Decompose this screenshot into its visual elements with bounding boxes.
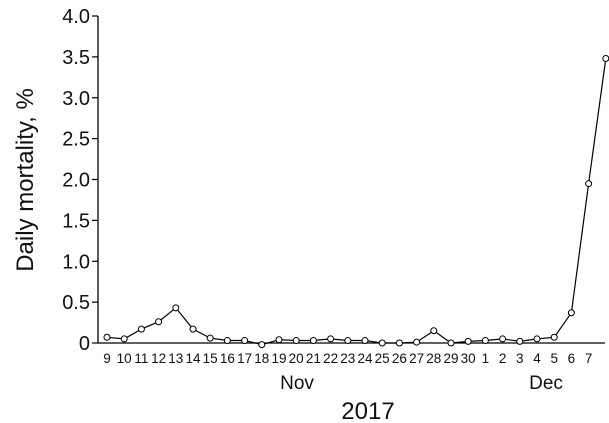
x-tick-label: 12 xyxy=(151,351,166,366)
data-point xyxy=(464,337,472,345)
y-tick-label: 0.5 xyxy=(62,292,90,314)
data-point xyxy=(206,334,214,342)
month-label-nov: Nov xyxy=(280,373,314,394)
y-ticks: 0 0.5 1.0 1.5 2.0 2.5 3.0 3.5 4.0 xyxy=(62,6,98,355)
data-point xyxy=(241,337,249,345)
data-point xyxy=(550,333,558,341)
x-tick-label: 25 xyxy=(375,351,390,366)
data-point xyxy=(602,55,609,63)
y-tick-label: 2.0 xyxy=(62,170,90,192)
data-point xyxy=(413,338,421,346)
x-tick-label: 24 xyxy=(357,351,373,366)
y-tick-label: 4.0 xyxy=(62,6,90,28)
data-point xyxy=(516,337,524,345)
y-axis-label: Daily mortality, % xyxy=(12,88,39,272)
x-tick-label: 4 xyxy=(533,351,541,366)
x-tick-label: 30 xyxy=(461,351,476,366)
x-tick-label: 21 xyxy=(306,351,321,366)
data-point xyxy=(585,180,593,188)
data-point xyxy=(499,335,507,343)
data-point xyxy=(223,337,231,345)
y-tick-label: 1.5 xyxy=(62,210,90,232)
data-point xyxy=(275,336,283,344)
data-point xyxy=(120,335,128,343)
data-point xyxy=(361,337,369,345)
x-tick-label: 9 xyxy=(103,351,111,366)
y-tick-label: 1.0 xyxy=(62,251,90,273)
x-tick-label: 29 xyxy=(443,351,458,366)
x-tick-label: 2 xyxy=(499,351,507,366)
data-point xyxy=(344,337,352,345)
x-tick-label: 6 xyxy=(568,351,576,366)
x-tick-label: 11 xyxy=(134,351,148,366)
axes xyxy=(97,16,605,344)
data-point xyxy=(430,327,438,335)
x-tick-label: 10 xyxy=(117,351,132,366)
x-axis-label: 2017 xyxy=(341,398,394,423)
x-tick-label: 22 xyxy=(323,351,338,366)
y-tick-label: 0 xyxy=(79,333,90,355)
series xyxy=(103,55,609,349)
x-tick-label: 15 xyxy=(203,351,218,366)
x-tick-label: 20 xyxy=(289,351,304,366)
x-tick-label: 16 xyxy=(220,351,235,366)
x-tick-label: 18 xyxy=(254,351,269,366)
data-point xyxy=(327,335,335,343)
data-point xyxy=(395,339,403,347)
x-tick-label: 13 xyxy=(168,351,183,366)
data-point xyxy=(533,335,541,343)
x-tick-label: 28 xyxy=(426,351,441,366)
data-point xyxy=(378,339,386,347)
x-ticks: 9 10 11 12 13 14 15 16 17 18 19 20 21 22 23 24 25 26 27 28 2… xyxy=(103,351,592,366)
x-tick-label: 23 xyxy=(340,351,355,366)
data-point xyxy=(447,339,455,347)
y-tick-label: 3.0 xyxy=(62,88,90,110)
data-point xyxy=(155,318,163,326)
x-tick-label: 17 xyxy=(237,351,252,366)
y-tick-label: 3.5 xyxy=(62,47,90,69)
x-tick-label: 7 xyxy=(585,351,593,366)
x-tick-label: 1 xyxy=(482,351,490,366)
data-point xyxy=(481,337,489,345)
month-label-dec: Dec xyxy=(529,373,563,394)
x-tick-label: 5 xyxy=(550,351,558,366)
data-point xyxy=(172,304,180,312)
x-tick-label: 19 xyxy=(271,351,286,366)
data-point xyxy=(309,337,317,345)
x-tick-label: 3 xyxy=(516,351,524,366)
data-point xyxy=(258,341,266,349)
data-point xyxy=(189,325,197,333)
series-line xyxy=(106,58,607,346)
x-tick-label: 27 xyxy=(409,351,424,366)
data-point xyxy=(137,325,145,333)
x-tick-label: 26 xyxy=(392,351,407,366)
data-point xyxy=(292,337,300,345)
data-point xyxy=(103,333,111,341)
data-point xyxy=(567,309,575,317)
x-tick-label: 14 xyxy=(185,351,201,366)
y-tick-label: 2.5 xyxy=(62,129,90,151)
